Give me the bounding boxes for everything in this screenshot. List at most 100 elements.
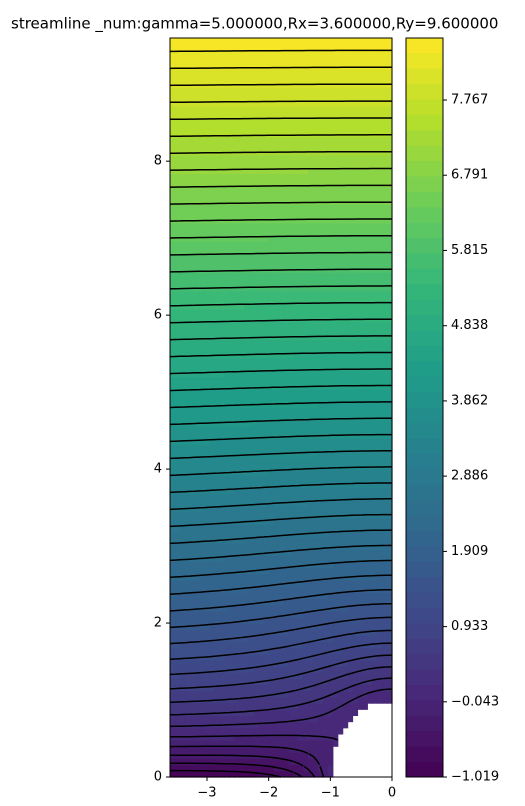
field-cell [332, 425, 339, 433]
field-cell [342, 352, 349, 359]
field-cell [209, 579, 215, 587]
field-cell [283, 395, 289, 402]
field-cell [362, 272, 368, 279]
field-cell [288, 401, 294, 409]
field-cell [357, 136, 363, 144]
field-cell [298, 487, 304, 495]
field-cell [214, 690, 220, 698]
field-cell [367, 259, 373, 267]
field-cell [239, 530, 245, 538]
field-cell [229, 44, 235, 51]
field-cell [219, 210, 225, 218]
field-cell [357, 456, 363, 464]
field-cell [258, 50, 265, 58]
field-cell [337, 179, 344, 187]
field-cell [209, 672, 215, 680]
field-cell [239, 740, 245, 747]
field-cell [268, 536, 275, 544]
field-cell [372, 389, 378, 396]
field-cell [189, 493, 196, 501]
field-cell [327, 586, 334, 593]
field-cell [322, 327, 329, 335]
field-cell [288, 659, 294, 667]
field-cell [229, 358, 235, 365]
field-cell [224, 333, 230, 341]
field-cell [298, 44, 304, 51]
field-cell [194, 253, 201, 261]
field-cell [332, 315, 339, 322]
field-cell [253, 579, 260, 587]
field-cell [214, 345, 220, 353]
field-cell [332, 56, 339, 64]
field-cell [288, 438, 294, 446]
field-cell [253, 487, 260, 495]
field-cell [224, 124, 230, 131]
field-cell [234, 530, 240, 538]
field-cell [189, 111, 196, 119]
field-cell [372, 339, 378, 347]
field-cell [327, 222, 334, 230]
field-cell [308, 272, 314, 279]
field-cell [308, 746, 314, 753]
field-cell [372, 228, 378, 236]
field-cell [337, 216, 344, 224]
field-cell [204, 376, 211, 384]
field-cell [224, 38, 230, 45]
field-cell [244, 450, 250, 458]
field-cell [194, 93, 201, 101]
field-cell [209, 364, 215, 372]
field-cell [244, 407, 250, 415]
field-cell [278, 493, 285, 501]
field-cell [298, 721, 304, 729]
field-cell [342, 592, 349, 600]
field-cell [362, 105, 368, 113]
field-cell [248, 179, 255, 187]
field-cell [214, 586, 220, 593]
field-cell [219, 592, 225, 600]
field-cell [362, 401, 368, 409]
field-cell [194, 333, 201, 341]
field-cell [268, 210, 275, 218]
field-cell [288, 308, 294, 316]
field-cell [327, 210, 334, 218]
field-cell [332, 450, 339, 458]
field-cell [194, 567, 201, 575]
field-cell [372, 272, 378, 279]
field-cell [248, 659, 255, 667]
field-cell [322, 450, 329, 458]
field-cell [357, 499, 363, 507]
field-cell [357, 653, 363, 661]
field-cell [170, 666, 176, 673]
field-cell [263, 740, 270, 747]
field-cell [209, 413, 215, 421]
field-cell [367, 678, 373, 686]
field-cell [288, 241, 294, 248]
field-cell [204, 758, 211, 766]
field-cell [184, 216, 191, 224]
field-cell [204, 641, 211, 649]
field-cell [248, 493, 255, 501]
field-cell [170, 191, 176, 199]
field-cell [258, 462, 265, 470]
field-cell [273, 555, 280, 563]
field-cell [209, 272, 215, 279]
field-cell [327, 327, 334, 335]
field-cell [174, 616, 181, 624]
field-cell [258, 370, 265, 378]
field-cell [313, 93, 319, 101]
field-cell [239, 604, 245, 612]
field-cell [263, 235, 270, 242]
field-cell [273, 733, 280, 741]
field-cell [293, 469, 299, 476]
field-cell [308, 155, 314, 162]
field-cell [248, 389, 255, 396]
field-cell [278, 345, 285, 353]
field-cell [189, 38, 196, 45]
field-cell [184, 659, 191, 667]
field-cell [263, 567, 270, 575]
field-cell [219, 542, 225, 550]
field-cell [199, 308, 206, 316]
field-cell [184, 44, 191, 51]
field-cell [298, 401, 304, 409]
field-cell [377, 469, 383, 476]
